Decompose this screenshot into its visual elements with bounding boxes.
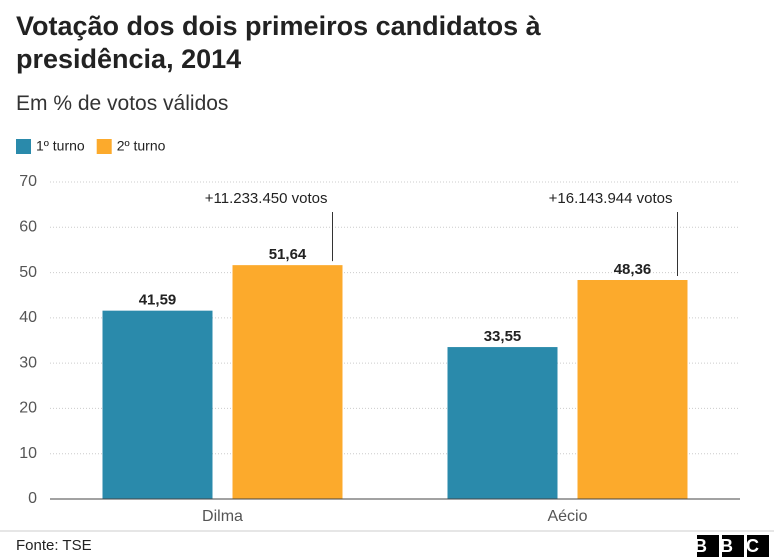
y-tick-label: 0 (28, 490, 37, 507)
y-tick-label: 70 (19, 173, 37, 190)
value-label: 48,36 (614, 261, 652, 278)
x-tick-label: Dilma (202, 508, 243, 525)
chart-subtitle: Em % de votos válidos (16, 92, 229, 115)
logo-box (697, 535, 719, 557)
y-tick-label: 10 (19, 445, 37, 462)
source: Fonte: TSE (16, 537, 92, 554)
legend-label: 2º turno (117, 138, 166, 154)
value-label: 51,64 (269, 246, 307, 263)
value-label: 41,59 (139, 292, 177, 309)
legend-label: 1º turno (36, 138, 85, 154)
legend-swatch (16, 139, 31, 154)
chart-title: Votação dos dois primeiros candidatos à … (16, 11, 541, 74)
legend-swatch (96, 139, 112, 154)
bar (447, 347, 558, 499)
y-tick-label: 30 (19, 354, 37, 371)
logo: BBC (694, 536, 772, 556)
bar (577, 279, 688, 499)
bar (102, 310, 213, 499)
y-tick-label: 60 (19, 219, 37, 236)
annotation: +16.143.944 votos (549, 190, 673, 207)
logo-box (747, 535, 769, 557)
y-tick-label: 40 (19, 309, 37, 326)
logo-box (722, 535, 744, 557)
bar (232, 265, 343, 499)
y-tick-label: 50 (19, 264, 37, 281)
x-tick-label: Aécio (547, 508, 587, 525)
value-label: 33,55 (484, 328, 522, 345)
annotation: +11.233.450 votos (205, 190, 328, 207)
y-tick-label: 20 (19, 400, 37, 417)
